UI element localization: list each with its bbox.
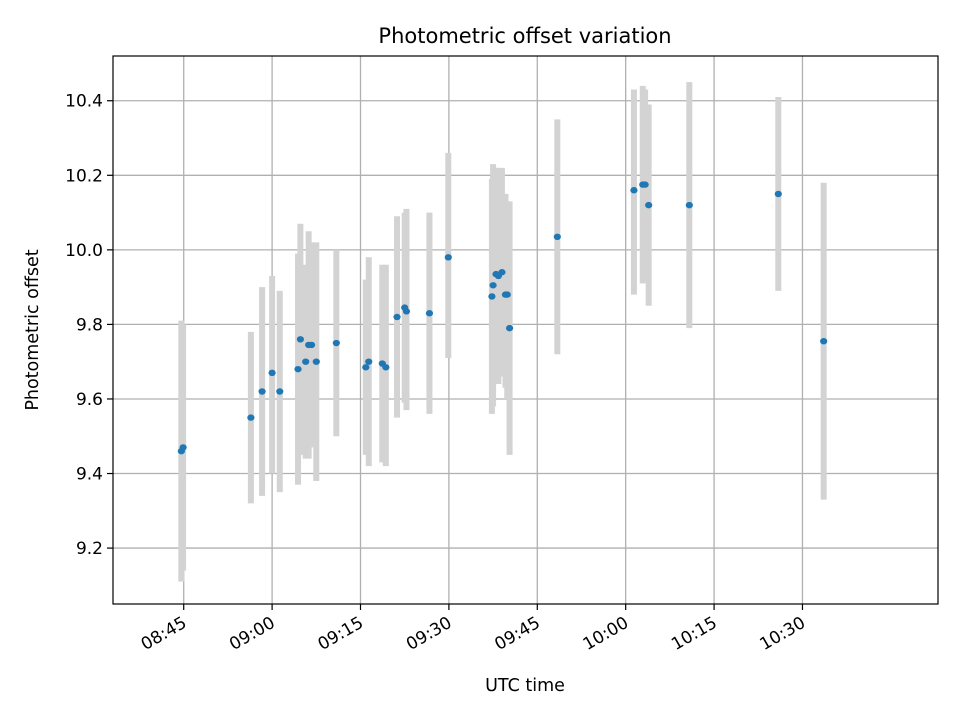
data-point xyxy=(296,336,304,343)
data-point xyxy=(444,254,452,261)
data-point xyxy=(820,337,828,345)
chart-title: Photometric offset variation xyxy=(378,24,671,48)
x-axis-label: UTC time xyxy=(485,676,565,696)
y-tick-label: 10.2 xyxy=(65,166,103,186)
data-point xyxy=(258,388,266,395)
y-axis-label: Photometric offset xyxy=(23,249,43,410)
data-point xyxy=(774,190,782,198)
data-point xyxy=(498,269,506,276)
data-point xyxy=(294,365,302,373)
data-point xyxy=(489,282,497,289)
data-point xyxy=(247,414,255,421)
data-point xyxy=(553,233,561,241)
y-tick-label: 9.8 xyxy=(76,315,103,335)
y-axis-ticks: 9.2 9.4 9.6 9.8 10.0 10.2 10.4 xyxy=(65,92,113,559)
y-tick-label: 10.4 xyxy=(65,92,103,112)
data-point xyxy=(179,444,187,451)
data-point xyxy=(685,201,693,209)
data-point xyxy=(505,324,514,332)
y-tick-label: 9.4 xyxy=(76,465,103,485)
data-point xyxy=(641,181,649,188)
y-tick-label: 9.6 xyxy=(76,390,103,410)
data-point xyxy=(393,313,401,321)
data-point xyxy=(425,310,434,317)
data-point xyxy=(307,341,316,349)
data-point xyxy=(488,293,496,300)
data-point xyxy=(268,369,276,377)
data-point xyxy=(503,291,511,298)
data-point xyxy=(402,308,411,315)
data-points xyxy=(177,181,828,455)
data-point xyxy=(365,358,373,365)
data-point xyxy=(630,187,638,194)
data-point xyxy=(645,201,653,209)
data-point xyxy=(362,364,370,371)
y-tick-label: 10.0 xyxy=(65,241,103,261)
plot-area-frame xyxy=(112,55,939,605)
data-point xyxy=(302,358,310,365)
y-tick-label: 9.2 xyxy=(76,539,103,559)
data-point xyxy=(276,388,284,395)
data-point xyxy=(382,364,390,371)
data-point xyxy=(332,339,340,347)
data-point xyxy=(312,358,320,365)
